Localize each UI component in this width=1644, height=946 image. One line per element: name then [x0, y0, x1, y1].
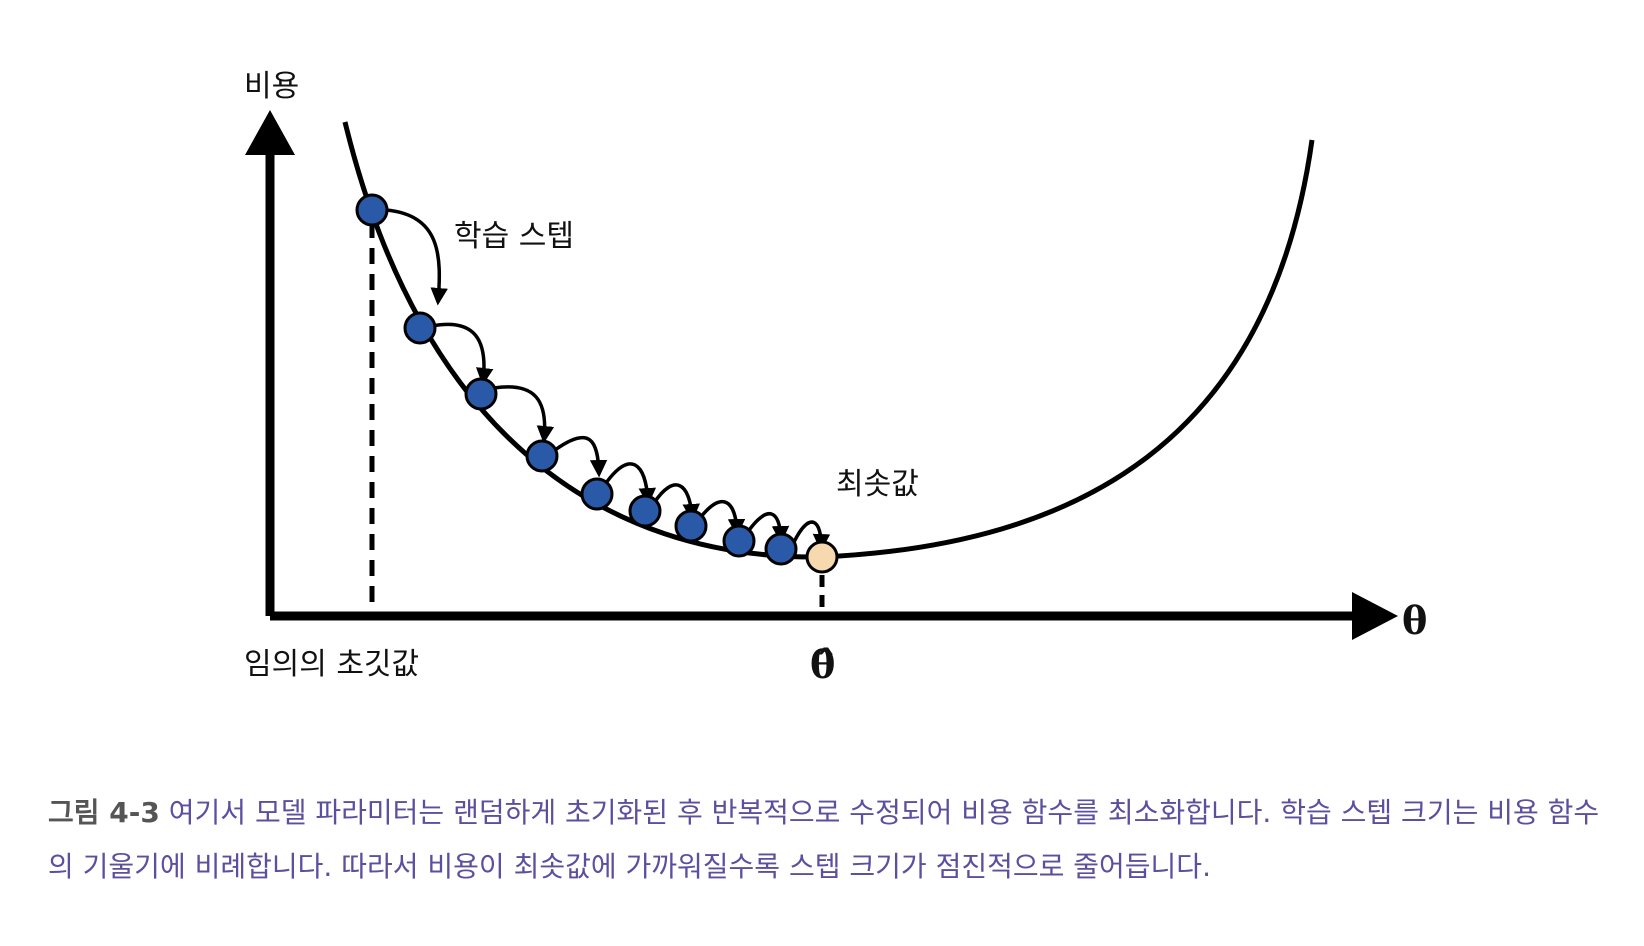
step-arrow-4 [553, 435, 608, 478]
caption-label: 그림 4-3 [48, 796, 160, 829]
gradient-descent-diagram: 비용 θ 학습 스텝 최솟값 임의의 초깃값 θ̂ [244, 69, 1427, 687]
y-axis [245, 110, 295, 616]
step-point [674, 509, 708, 543]
step-arrow-6 [652, 483, 700, 522]
minimum-label: 최솟값 [836, 467, 919, 502]
step-point [355, 193, 389, 227]
step-arrow-2 [431, 322, 494, 386]
step-points [355, 193, 798, 566]
cost-curve [342, 121, 1315, 560]
figure-caption: 그림 4-3 여기서 모델 파라미터는 랜덤하게 초기화된 후 반복적으로 수정… [48, 786, 1608, 894]
step-arrow-3 [493, 385, 555, 444]
step-point [628, 494, 662, 528]
x-axis [270, 592, 1398, 640]
y-axis-label: 비용 [244, 69, 299, 104]
step-point [722, 524, 756, 558]
learning-step-label: 학습 스텝 [454, 219, 574, 254]
step-arrow-5 [604, 462, 657, 506]
caption-text: 여기서 모델 파라미터는 랜덤하게 초기화된 후 반복적으로 수정되어 비용 함… [48, 796, 1600, 883]
optimum-label: θ̂ [810, 642, 835, 687]
step-arrow-7 [698, 499, 746, 537]
step-arrow-8 [745, 511, 790, 544]
step-point [764, 532, 798, 566]
x-axis-label: θ [1402, 598, 1427, 643]
step-arrow-1 [385, 208, 448, 306]
step-point [525, 439, 559, 473]
minimum-point [805, 540, 839, 574]
step-point [403, 311, 437, 345]
step-point [464, 377, 498, 411]
initial-value-label: 임의의 초깃값 [244, 647, 419, 682]
step-point [580, 477, 614, 511]
